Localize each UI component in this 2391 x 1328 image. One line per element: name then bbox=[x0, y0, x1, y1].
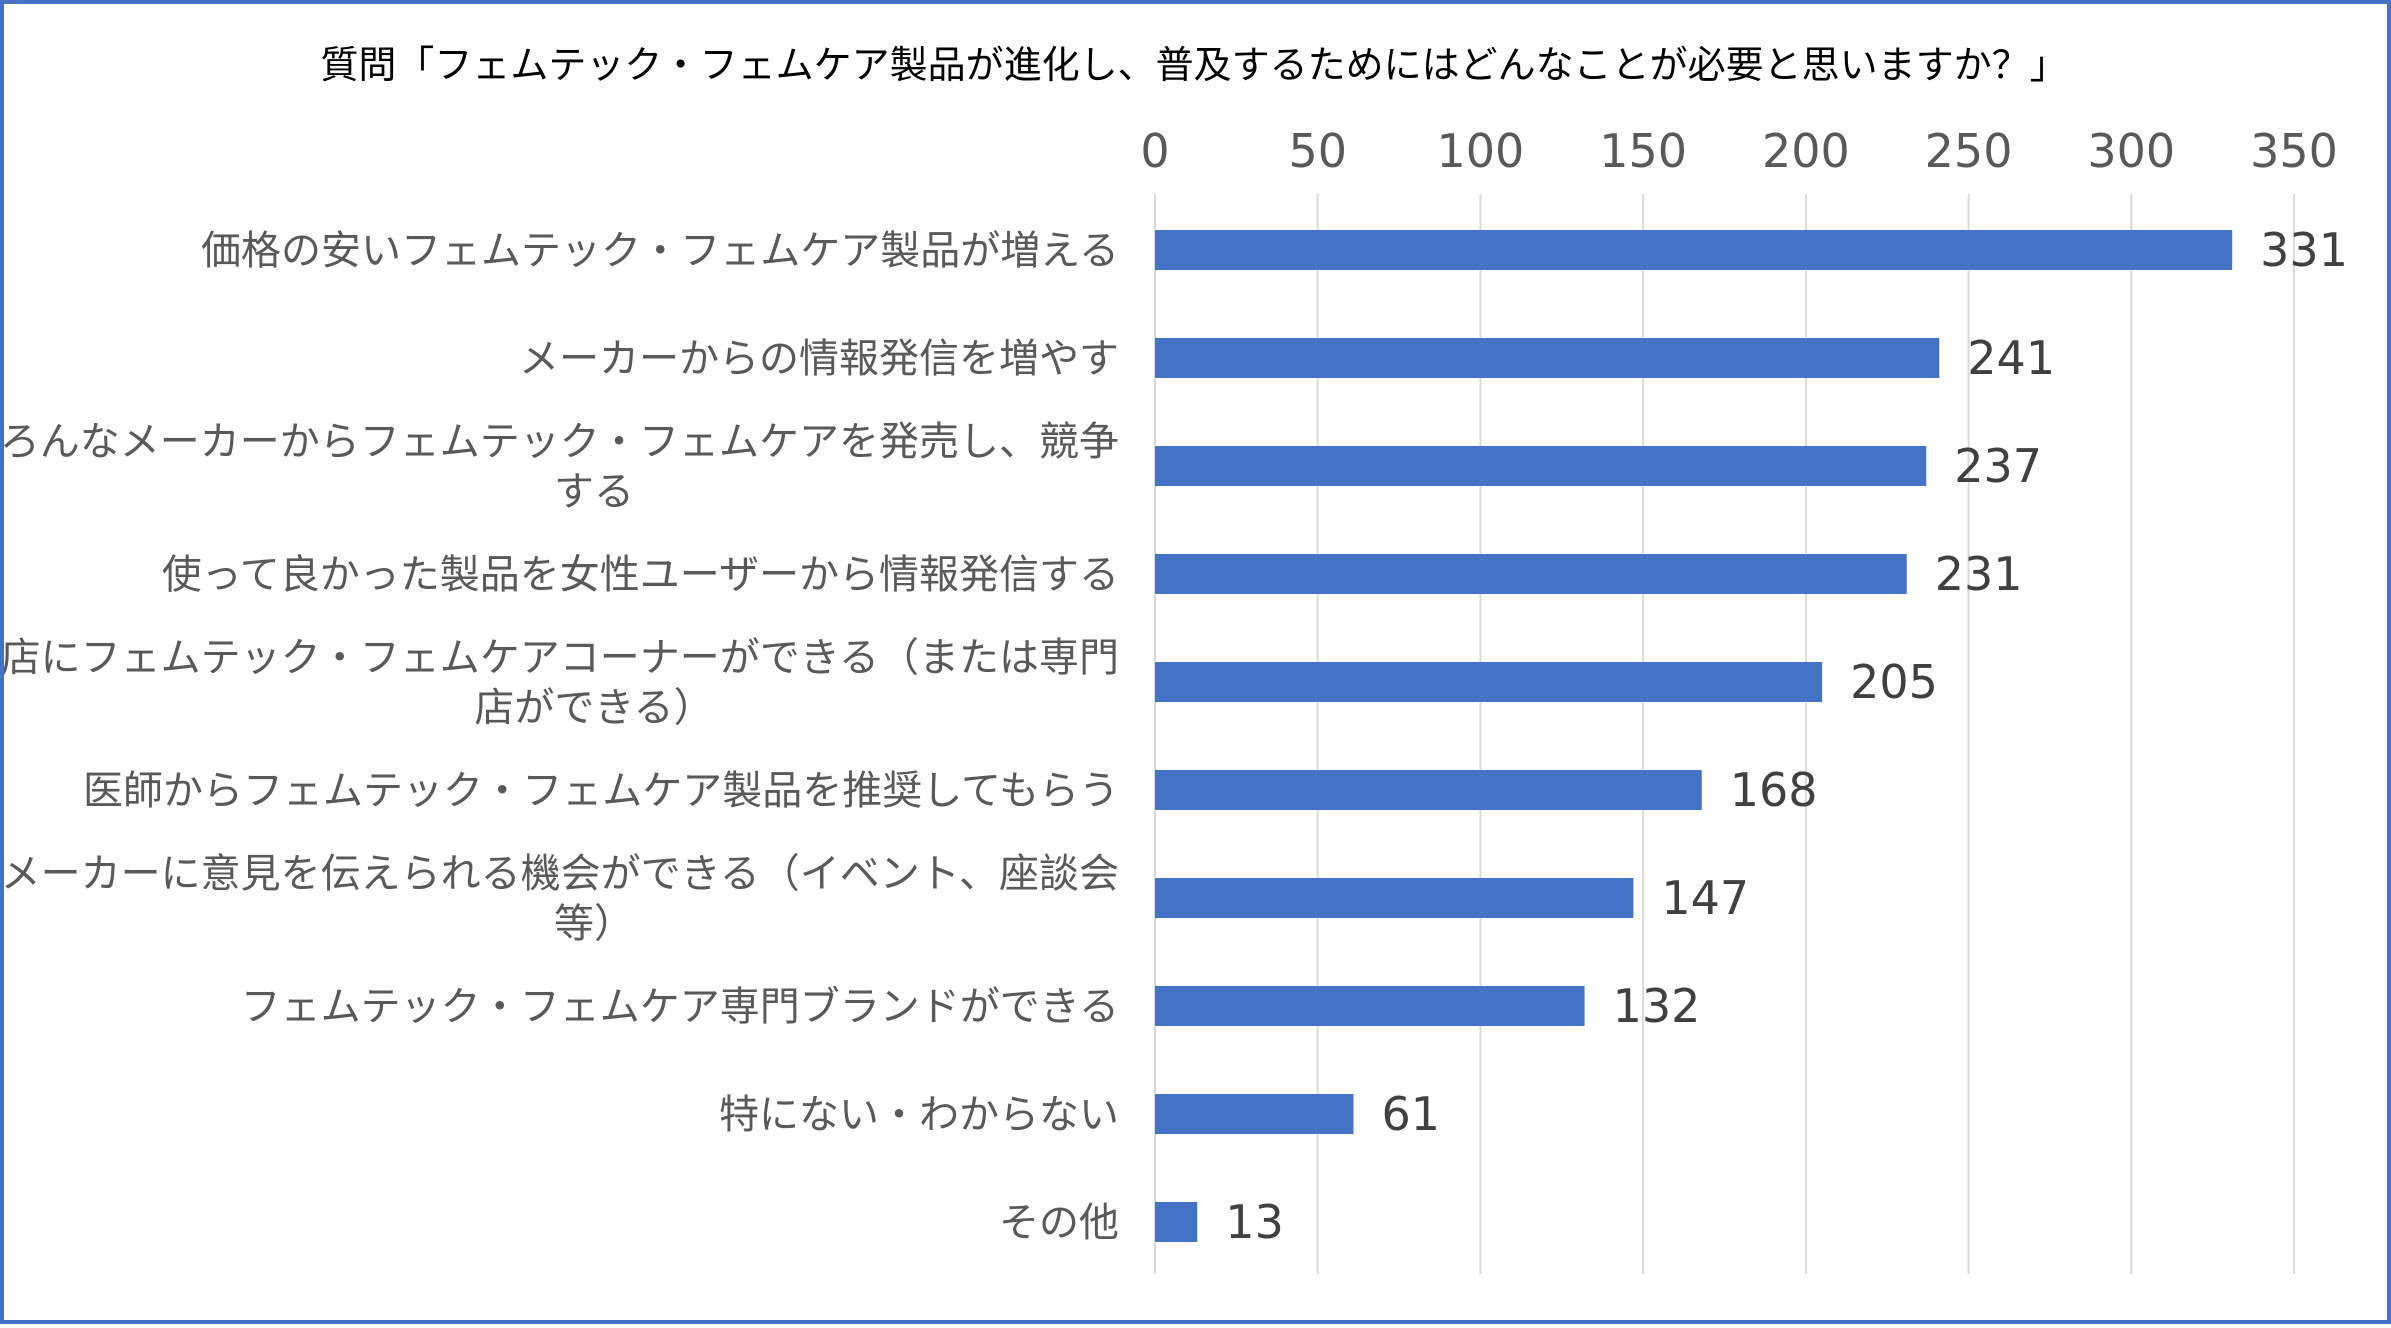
category-label: お店にフェムテック・フェムケアコーナーができる（または専門 bbox=[4, 635, 1119, 681]
x-tick-label: 350 bbox=[2250, 124, 2338, 178]
bar-value-label: 168 bbox=[1730, 763, 1818, 817]
category-label: 等） bbox=[554, 901, 634, 947]
bar-value-label: 331 bbox=[2260, 223, 2348, 277]
bar-value-label: 147 bbox=[1661, 871, 1749, 925]
category-label: メーカーに意見を伝えられる機会ができる（イベント、座談会 bbox=[4, 851, 1119, 897]
category-label: 店ができる） bbox=[474, 685, 713, 731]
value-labels: 331 241 237 231 205 168 147 132 61 13 bbox=[1225, 223, 2348, 1249]
category-label: フェムテック・フェムケア専門ブランドができる bbox=[241, 984, 1119, 1030]
x-tick-label: 0 bbox=[1140, 124, 1169, 178]
bar bbox=[1155, 338, 1940, 378]
x-tick-label: 300 bbox=[2087, 124, 2175, 178]
bar-value-label: 205 bbox=[1850, 655, 1938, 709]
category-label: する bbox=[554, 469, 634, 515]
x-tick-label: 150 bbox=[1599, 124, 1687, 178]
bar-chart: 質問「フェムテック・フェムケア製品が進化し、普及するためにはどんなことが必要と思… bbox=[4, 43, 2348, 1274]
category-label: 価格の安いフェムテック・フェムケア製品が増える bbox=[201, 228, 1119, 274]
bar bbox=[1155, 1202, 1198, 1242]
category-labels: 価格の安いフェムテック・フェムケア製品が増えるメーカーからの情報発信を増やすいろ… bbox=[4, 228, 1119, 1246]
bar bbox=[1155, 770, 1702, 810]
bar-value-label: 241 bbox=[1967, 331, 2055, 385]
bar-value-label: 237 bbox=[1954, 439, 2042, 493]
x-tick-label: 100 bbox=[1437, 124, 1525, 178]
bar-value-label: 132 bbox=[1613, 979, 1701, 1033]
category-label: メーカーからの情報発信を増やす bbox=[519, 336, 1119, 382]
bar-value-label: 61 bbox=[1382, 1087, 1441, 1141]
bar bbox=[1155, 986, 1585, 1026]
x-tick-label: 50 bbox=[1288, 124, 1347, 178]
bar-value-label: 231 bbox=[1935, 547, 2023, 601]
category-label: いろんなメーカーからフェムテック・フェムケアを発売し、競争 bbox=[4, 419, 1119, 465]
x-tick-label: 200 bbox=[1762, 124, 1850, 178]
bar bbox=[1155, 446, 1927, 486]
category-label: その他 bbox=[999, 1200, 1119, 1246]
chart-title: 質問「フェムテック・フェムケア製品が進化し、普及するためにはどんなことが必要と思… bbox=[320, 43, 2067, 87]
bar bbox=[1155, 554, 1907, 594]
category-label: 使って良かった製品を女性ユーザーから情報発信する bbox=[162, 552, 1119, 598]
bar bbox=[1155, 878, 1634, 918]
category-label: 特にない・わからない bbox=[719, 1092, 1119, 1138]
bar bbox=[1155, 662, 1823, 702]
bar-value-label: 13 bbox=[1225, 1195, 1284, 1249]
category-label: 医師からフェムテック・フェムケア製品を推奨してもらう bbox=[83, 768, 1119, 814]
bars bbox=[1155, 230, 2233, 1242]
bar bbox=[1155, 230, 2233, 270]
x-tick-label: 250 bbox=[1925, 124, 2013, 178]
axis-ticks: 0 50 100 150 200 250 300 350 bbox=[1140, 124, 2338, 178]
bar bbox=[1155, 1094, 1354, 1134]
